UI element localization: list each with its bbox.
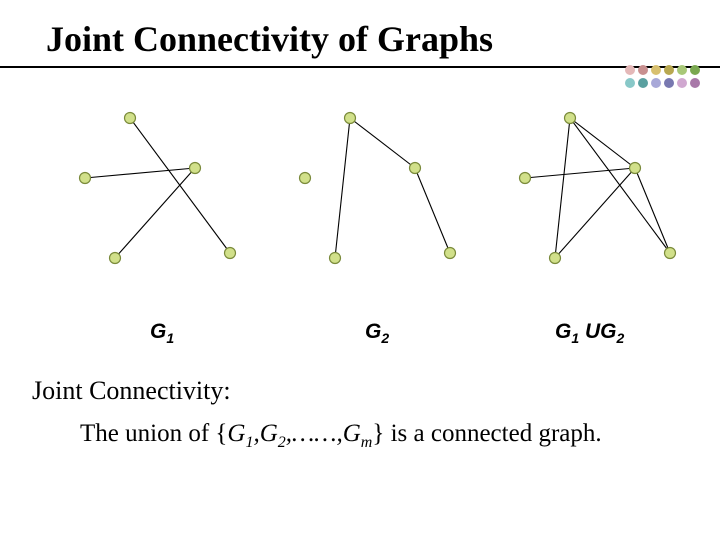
- deco-dot: [664, 78, 674, 88]
- deco-dot: [690, 78, 700, 88]
- deco-dot: [677, 65, 687, 75]
- edge: [635, 168, 670, 253]
- deco-dot: [625, 65, 635, 75]
- edge: [335, 118, 350, 258]
- edge: [570, 118, 635, 168]
- node: [410, 163, 421, 174]
- node: [445, 248, 456, 259]
- node: [520, 173, 531, 184]
- deco-dot: [651, 65, 661, 75]
- node: [565, 113, 576, 124]
- graph-g2: [280, 88, 480, 293]
- graph-g3: [500, 88, 700, 293]
- node: [550, 253, 561, 264]
- edge: [115, 168, 195, 258]
- node: [80, 173, 91, 184]
- section-heading: Joint Connectivity:: [0, 376, 720, 406]
- edge: [555, 168, 635, 258]
- deco-dot: [677, 78, 687, 88]
- body-suffix: } is a connected graph.: [372, 420, 601, 447]
- page-title: Joint Connectivity of Graphs: [0, 0, 720, 66]
- edge: [555, 118, 570, 258]
- node: [345, 113, 356, 124]
- node: [330, 253, 341, 264]
- node: [125, 113, 136, 124]
- deco-dot: [625, 78, 635, 88]
- graph-svg-g1: [60, 88, 260, 288]
- deco-dot: [638, 78, 648, 88]
- edge: [525, 168, 635, 178]
- body-prefix: The union of {: [80, 420, 227, 447]
- graph-svg-g3: [500, 88, 700, 288]
- graph-label-g1: G1: [150, 320, 174, 346]
- graph-g1: [60, 88, 260, 293]
- node: [630, 163, 641, 174]
- node: [300, 173, 311, 184]
- deco-dot: [664, 65, 674, 75]
- node: [665, 248, 676, 259]
- deco-dot: [690, 65, 700, 75]
- deco-dot: [638, 65, 648, 75]
- node: [190, 163, 201, 174]
- deco-dot: [651, 78, 661, 88]
- edge: [85, 168, 195, 178]
- graph-label-g2: G2: [365, 320, 389, 346]
- edge: [350, 118, 415, 168]
- graphs-row: [0, 88, 720, 318]
- node: [225, 248, 236, 259]
- edge: [415, 168, 450, 253]
- graph-label-g3: G1 UG2: [555, 320, 624, 346]
- node: [110, 253, 121, 264]
- body-items: G1,G2,……,Gm: [227, 420, 372, 447]
- title-rule: [0, 66, 720, 68]
- definition-text: The union of {G1,G2,……,Gm} is a connecte…: [0, 420, 720, 452]
- graph-svg-g2: [280, 88, 480, 288]
